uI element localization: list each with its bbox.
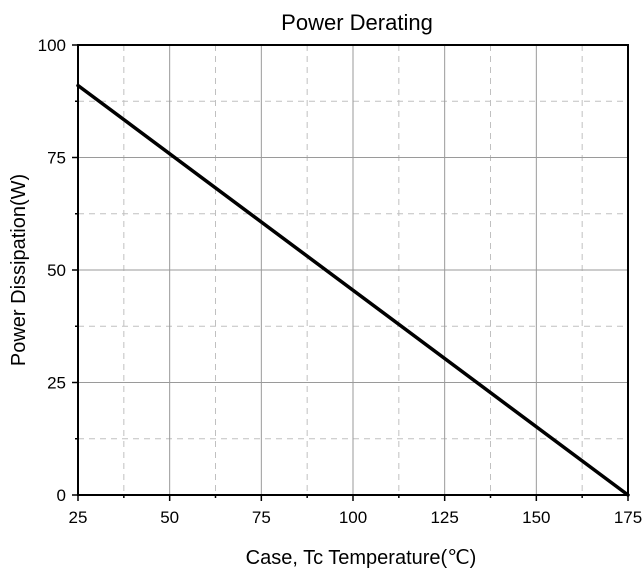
- x-axis-label: Case, Tc Temperature(℃): [246, 547, 477, 569]
- x-tick-label: 150: [522, 508, 550, 527]
- y-axis-label: Power Dissipation(W): [8, 174, 30, 366]
- y-tick-label: 50: [47, 261, 66, 280]
- y-tick-label: 75: [47, 149, 66, 168]
- y-tick-label: 25: [47, 374, 66, 393]
- x-tick-label: 175: [614, 508, 642, 527]
- x-tick-label: 25: [69, 508, 88, 527]
- x-tick-label: 125: [430, 508, 458, 527]
- derating-curve-line: [76, 83, 630, 497]
- y-tick-label: 0: [57, 486, 66, 505]
- y-tick-label: 100: [38, 36, 66, 55]
- grid-lines: [78, 45, 628, 495]
- series-layer: [76, 83, 630, 497]
- x-tick-label: 75: [252, 508, 271, 527]
- axis-ticks: [72, 44, 629, 501]
- chart-title: Power Derating: [281, 10, 433, 35]
- x-tick-label: 100: [339, 508, 367, 527]
- x-tick-label: 50: [160, 508, 179, 527]
